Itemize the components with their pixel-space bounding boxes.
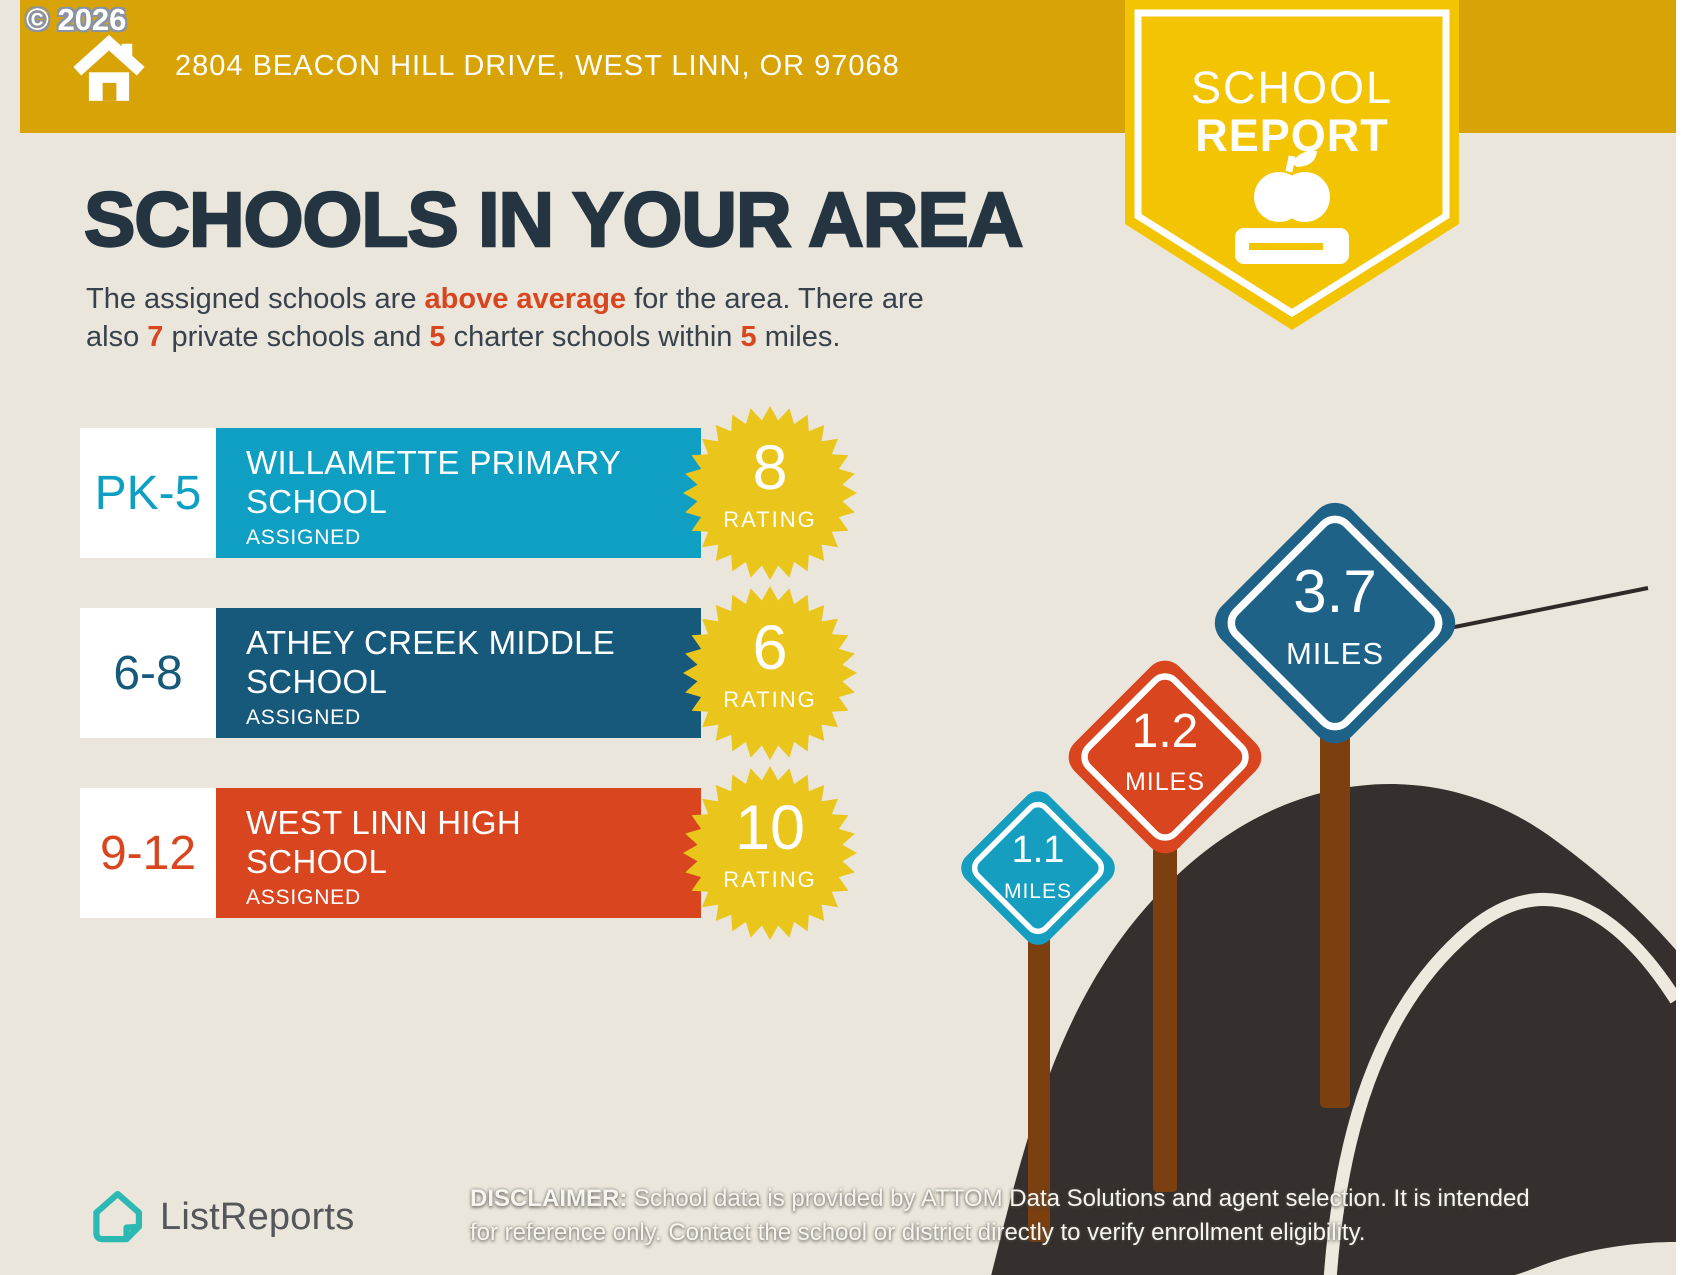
rating-label: RATING (723, 687, 817, 712)
starburst-icon (683, 766, 857, 940)
subtitle-line-2: also 7 private schools and 5 charter sch… (86, 321, 841, 353)
listreports-house-icon (93, 1190, 143, 1243)
school-row-high: 9-12 WEST LINN HIGH SCHOOL ASSIGNED 10 R… (80, 766, 880, 940)
sign-post (1320, 630, 1350, 1108)
grade-range-box: 6-8 (80, 608, 216, 738)
school-name: ATHEY CREEK MIDDLE SCHOOL (246, 624, 616, 700)
school-report-ribbon: SCHOOL REPORT (1125, 0, 1459, 330)
school-name: WEST LINN HIGH SCHOOL (246, 804, 521, 880)
assigned-label: ASSIGNED (246, 526, 361, 549)
starburst-icon (683, 406, 857, 580)
school-row-middle: 6-8 ATHEY CREEK MIDDLE SCHOOL ASSIGNED 6… (80, 586, 880, 760)
rating-badge: 6 RATING (682, 585, 858, 761)
copyright-watermark: © 2026 (26, 2, 127, 37)
grade-range-box: 9-12 (80, 788, 216, 918)
listreports-wordmark: ListReports (160, 1195, 355, 1238)
grade-range: PK-5 (94, 466, 202, 520)
grade-range: 6-8 (113, 646, 183, 700)
road-illustration: 1.1 MILES 1.2 MILES 3.7 MILES (961, 502, 1676, 1275)
svg-text:MILES: MILES (1286, 636, 1384, 671)
assigned-label: ASSIGNED (246, 886, 361, 909)
school-bar: WEST LINN HIGH SCHOOL ASSIGNED (216, 788, 701, 918)
distance-sign-1-2: 1.2 MILES (1068, 660, 1262, 854)
sign-post (1028, 860, 1050, 1242)
school-bar: ATHEY CREEK MIDDLE SCHOOL ASSIGNED (216, 608, 701, 738)
school-list: PK-5 WILLAMETTE PRIMARY SCHOOL ASSIGNED … (80, 406, 880, 940)
rating-label: RATING (723, 867, 817, 892)
page-title: SCHOOLS IN YOUR AREA (83, 176, 1025, 264)
svg-text:1.2: 1.2 (1132, 705, 1199, 758)
starburst-icon (683, 586, 857, 760)
school-name: WILLAMETTE PRIMARY SCHOOL (246, 444, 622, 520)
sign-post (1153, 760, 1177, 1192)
subtitle-line-1: The assigned schools are above average f… (86, 283, 924, 315)
rating-value: 8 (752, 433, 788, 503)
disclaimer-line-2: for reference only. Contact the school o… (470, 1219, 1366, 1246)
distance-sign-1-1: 1.1 MILES (961, 791, 1115, 945)
ribbon-title-report: REPORT (1195, 110, 1389, 161)
home-icon (73, 34, 145, 101)
rating-value: 10 (734, 793, 806, 863)
school-bar: WILLAMETTE PRIMARY SCHOOL ASSIGNED (216, 428, 701, 558)
property-address: 2804 BEACON HILL DRIVE, WEST LINN, OR 97… (175, 50, 900, 82)
school-row-primary: PK-5 WILLAMETTE PRIMARY SCHOOL ASSIGNED … (80, 406, 880, 580)
svg-text:3.7: 3.7 (1293, 558, 1376, 625)
distance-sign-3-7: 3.7 MILES (1214, 502, 1456, 744)
apple-book-icon (1235, 150, 1349, 264)
grade-range: 9-12 (99, 826, 197, 880)
ribbon-inner-border (1134, 9, 1450, 318)
listreports-logo: ListReports (84, 1186, 354, 1248)
disclaimer-text: DISCLAIMER: School data is provided by A… (470, 1182, 1580, 1250)
ribbon-title-school: SCHOOL (1191, 62, 1393, 113)
grade-range-box: PK-5 (80, 428, 216, 558)
svg-text:1.1: 1.1 (1012, 829, 1065, 871)
disclaimer-line-1: DISCLAIMER: School data is provided by A… (470, 1185, 1530, 1212)
svg-text:MILES: MILES (1004, 880, 1072, 903)
page-subtitle: The assigned schools are above average f… (86, 280, 924, 356)
rating-label: RATING (723, 507, 817, 532)
svg-text:MILES: MILES (1125, 768, 1205, 796)
assigned-label: ASSIGNED (246, 706, 361, 729)
rating-value: 6 (752, 613, 788, 683)
rating-badge: 10 RATING (682, 765, 858, 941)
road-lane-line (1323, 892, 1676, 1275)
rating-badge: 8 RATING (682, 405, 858, 581)
